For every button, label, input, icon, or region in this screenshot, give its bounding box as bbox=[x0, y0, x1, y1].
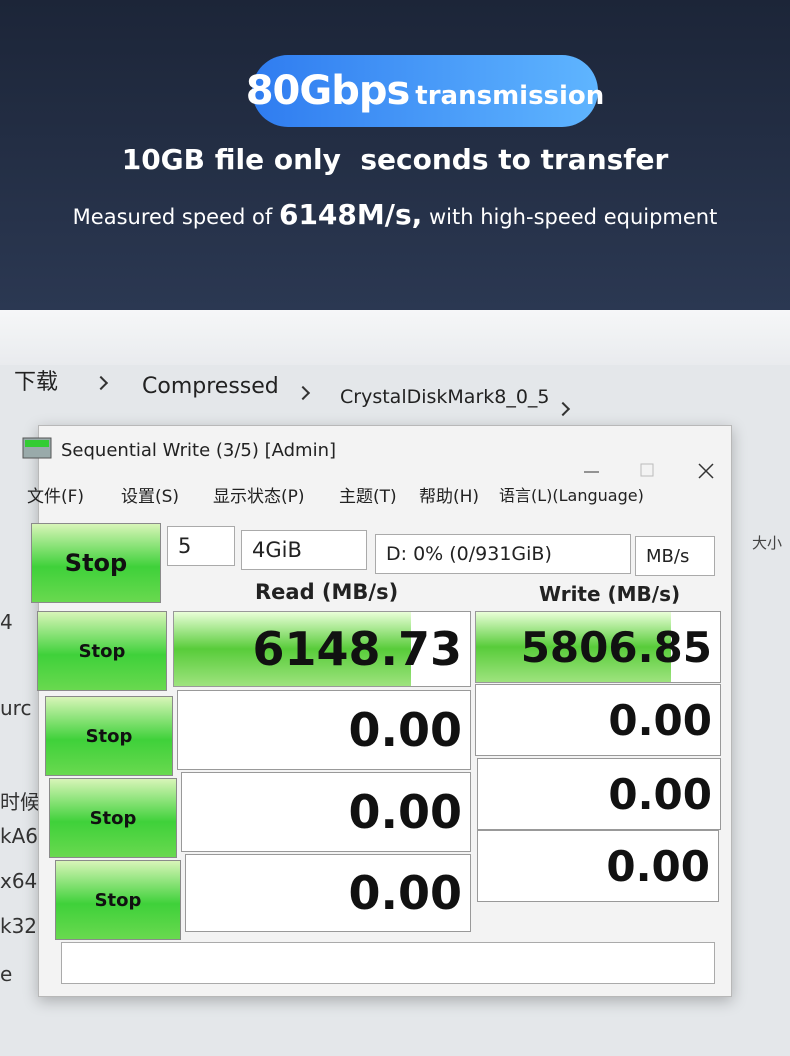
banner: 80Gbps transmission 10GB file only secon… bbox=[0, 0, 790, 310]
stop-button[interactable]: Stop bbox=[49, 778, 177, 858]
badge-big: 80Gbps bbox=[245, 68, 411, 114]
write-value: 5806.85 bbox=[520, 622, 712, 672]
count-select[interactable]: 5 bbox=[167, 526, 235, 566]
sub-text: with high-speed equipment bbox=[428, 205, 718, 229]
write-value: 0.00 bbox=[608, 769, 712, 819]
menu-item[interactable]: 主题(T) bbox=[339, 487, 397, 507]
read-cell: 0.00 bbox=[177, 690, 471, 770]
breadcrumb: Compressed bbox=[142, 374, 279, 399]
chevron bbox=[555, 401, 571, 417]
write-cell: 5806.85 bbox=[475, 611, 721, 683]
column-header: Write (MB/s) bbox=[539, 582, 681, 606]
stop-button[interactable]: Stop bbox=[55, 860, 181, 940]
headline: 10GB file only seconds to transfer bbox=[121, 143, 669, 176]
fragment: x64 bbox=[0, 869, 38, 893]
app-window: Sequential Write (3/5) [Admin] 文件(F) 设置(… bbox=[22, 425, 732, 997]
read-value: 6148.73 bbox=[252, 622, 462, 676]
badge: 80Gbps transmission bbox=[246, 55, 604, 127]
sub-text: Measured speed of bbox=[72, 205, 273, 229]
fragment: 时候 bbox=[0, 790, 40, 814]
badge-small: transmission bbox=[415, 81, 605, 111]
stop-button[interactable]: Stop bbox=[31, 523, 161, 603]
chevron bbox=[93, 375, 109, 391]
app-icon bbox=[22, 437, 52, 459]
fragment: e bbox=[0, 962, 13, 986]
drive-select[interactable]: D: 0% (0/931GiB) bbox=[375, 534, 631, 574]
write-cell: 0.00 bbox=[477, 830, 719, 902]
menu-item[interactable]: 显示状态(P) bbox=[213, 487, 305, 507]
explorer-bar bbox=[0, 310, 790, 365]
write-value: 0.00 bbox=[608, 695, 712, 745]
stop-button[interactable]: Stop bbox=[45, 696, 173, 776]
menu-item[interactable]: 语言(L)(Language) bbox=[499, 486, 644, 505]
fragment: urc bbox=[0, 696, 32, 720]
menu-item[interactable]: 文件(F) bbox=[27, 487, 85, 507]
menu-item[interactable]: 帮助(H) bbox=[419, 487, 480, 507]
fragment: 4 bbox=[0, 610, 13, 634]
size-select[interactable]: 4GiB bbox=[241, 530, 367, 570]
fragment: k32 bbox=[0, 914, 38, 938]
read-value: 0.00 bbox=[348, 866, 463, 920]
read-value: 0.00 bbox=[348, 785, 463, 839]
read-cell: 0.00 bbox=[181, 772, 471, 852]
menu-item[interactable]: 设置(S) bbox=[121, 487, 180, 507]
read-cell: 6148.73 bbox=[173, 611, 471, 687]
chevron bbox=[295, 385, 311, 401]
breadcrumb: 下载 bbox=[14, 370, 59, 395]
unit-select[interactable]: MB/s bbox=[635, 536, 715, 576]
progress-bar bbox=[174, 612, 411, 686]
status-bar bbox=[61, 942, 715, 984]
subline: Measured speed of 6148M/s, with high-spe… bbox=[0, 198, 790, 231]
read-value: 0.00 bbox=[348, 703, 463, 757]
sub-speed: 6148M/s, bbox=[278, 198, 423, 231]
stop-button[interactable]: Stop bbox=[37, 611, 167, 691]
window-title: Sequential Write (3/5) [Admin] bbox=[61, 440, 337, 461]
breadcrumb: CrystalDiskMark8_0_5 bbox=[340, 386, 550, 408]
write-value: 0.00 bbox=[606, 841, 710, 891]
write-cell: 0.00 bbox=[475, 684, 721, 756]
window-buttons bbox=[584, 463, 714, 479]
column-header: Read (MB/s) bbox=[255, 580, 399, 604]
column-label: 大小 bbox=[752, 534, 783, 552]
write-cell: 0.00 bbox=[477, 758, 721, 830]
read-cell: 0.00 bbox=[185, 854, 471, 932]
progress-bar bbox=[476, 612, 672, 682]
